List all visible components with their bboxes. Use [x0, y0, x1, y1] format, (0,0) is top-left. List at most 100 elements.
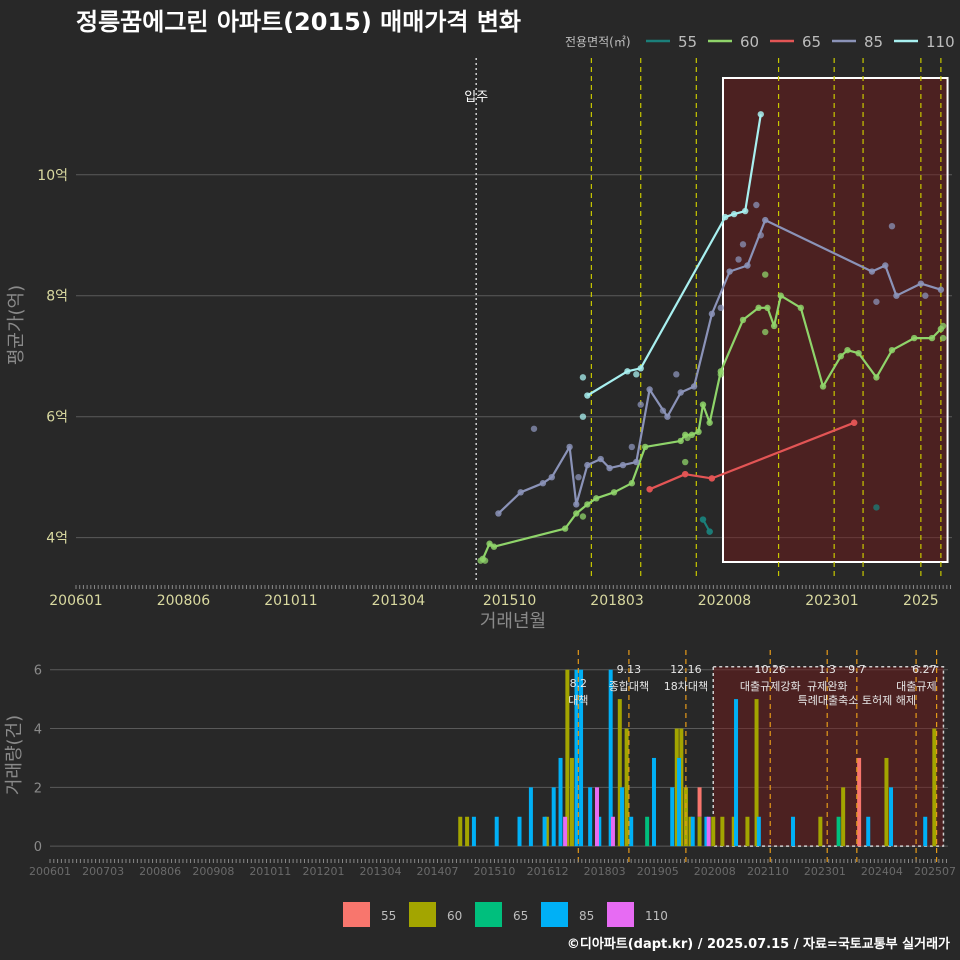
bar-65: [836, 816, 841, 847]
data-point-60: [628, 480, 636, 487]
y-axis-title: 평균가(억): [6, 285, 27, 365]
scatter-point-85: [739, 241, 747, 248]
data-point-85: [619, 461, 627, 469]
x-tick-label: 202301: [805, 593, 858, 609]
scatter-point-110: [633, 371, 640, 378]
legend-label-85: 85: [864, 33, 883, 51]
data-point-85: [937, 286, 945, 293]
scatter-point-85: [628, 443, 636, 451]
scatter-point-85: [888, 222, 896, 230]
x-tick-label: 200601: [49, 593, 102, 609]
scatter-point-60: [579, 513, 587, 520]
scatter-point-85: [659, 407, 667, 414]
data-point-60: [593, 495, 600, 502]
scatter-point-85: [637, 401, 644, 408]
bar-110: [706, 816, 711, 847]
bar-85: [889, 787, 894, 847]
legend-label-60: 60: [740, 33, 759, 51]
x-tick-label: 202110: [747, 865, 789, 878]
data-point-85: [633, 458, 640, 466]
data-point-85: [566, 443, 573, 451]
bar-60: [720, 816, 725, 847]
data-point-60: [911, 334, 918, 342]
data-point-60: [764, 304, 771, 312]
data-point-110: [584, 392, 591, 399]
policy-text-label: 대출규제강화: [740, 680, 801, 693]
volume-bar-chart: 0 2 4 6 8.2 대책 9.13 종합대책 12.16 18차대책 10.26 대출규제강화 1.…: [4, 650, 956, 927]
bar-85: [677, 757, 682, 847]
bar-85: [620, 787, 625, 847]
bar-60: [711, 816, 716, 847]
x-tick-label: 201304: [359, 865, 401, 878]
data-point-60: [677, 437, 684, 445]
x-tick-label: 201803: [584, 865, 626, 878]
bar-85: [791, 816, 796, 847]
data-point-85: [726, 268, 733, 275]
scatter-point-85: [575, 473, 582, 481]
bar-85: [588, 787, 593, 847]
data-point-85: [573, 501, 580, 508]
move-in-label: 입주: [464, 90, 488, 105]
x-tick-label: 200908: [192, 865, 234, 878]
data-point-110: [624, 368, 631, 375]
data-point-60: [699, 401, 707, 408]
scatter-point-60: [939, 334, 947, 342]
bar-85: [574, 669, 579, 847]
scatter-point-85: [673, 371, 680, 378]
bar-55: [857, 757, 862, 847]
bar-60: [697, 816, 702, 847]
x-tick-label: 202301: [804, 865, 846, 878]
policy-text-label: 대출규제: [896, 680, 936, 693]
price-line-chart: 4억 6억 8억 10억 입주 200601 200806 201011 201304 20151…: [6, 33, 955, 632]
bar-110: [610, 816, 615, 847]
data-point-85: [548, 473, 555, 481]
bar-85: [494, 816, 499, 847]
data-point-85: [539, 480, 547, 487]
scatter-point-60: [762, 328, 769, 336]
y-tick-label: 4억: [46, 531, 68, 547]
bar-85: [734, 699, 739, 847]
x-axis-title: 거래년월: [480, 611, 546, 632]
bar-60: [754, 699, 759, 847]
data-point-110: [637, 365, 644, 372]
bar-85: [579, 669, 584, 847]
data-point-60: [837, 353, 845, 360]
x-tick-label: 200703: [82, 865, 124, 878]
bar-85: [517, 816, 522, 847]
data-point-60: [797, 304, 805, 312]
data-point-60: [888, 346, 896, 354]
bar-60: [617, 699, 622, 847]
data-point-60: [770, 322, 778, 330]
scatter-point-65: [850, 419, 858, 426]
policy-date-label: 8.2: [570, 677, 588, 690]
scatter-point-60: [481, 557, 489, 564]
data-point-85: [708, 310, 716, 318]
scatter-point-60: [684, 434, 691, 442]
data-point-60: [819, 383, 827, 390]
policy-text-label: 18차대책: [664, 680, 708, 693]
bar-60: [624, 728, 629, 847]
scatter-point-55: [699, 516, 707, 523]
chart-title: 정릉꿈에그린 아파트(2015) 매매가격 변화: [76, 8, 521, 36]
data-point-60: [755, 304, 762, 312]
bar-85: [528, 787, 533, 847]
y-tick-label: 10억: [37, 168, 68, 184]
bar-60: [932, 728, 937, 847]
bar-85: [866, 816, 871, 847]
x-tick-label: 202507: [914, 865, 956, 878]
scatter-point-85: [735, 256, 742, 263]
scatter-point-85: [530, 425, 538, 432]
source-credit: ©디아파트(dapt.kr) / 2025.07.15 / 자료=국토교통부 실…: [566, 937, 950, 952]
x-tick-label: 201407: [416, 865, 458, 878]
policy-date-label: 6.27: [912, 663, 937, 676]
bar-85: [756, 816, 761, 847]
policy-date-label: 9.13: [617, 663, 642, 676]
bar-60: [841, 787, 846, 847]
policy-text-label: 대책: [568, 694, 588, 707]
data-point-60: [928, 334, 936, 342]
x-tick-label: 201510: [473, 865, 515, 878]
data-point-85: [606, 464, 613, 472]
scatter-point-60: [717, 371, 724, 378]
data-point-85: [677, 389, 684, 396]
